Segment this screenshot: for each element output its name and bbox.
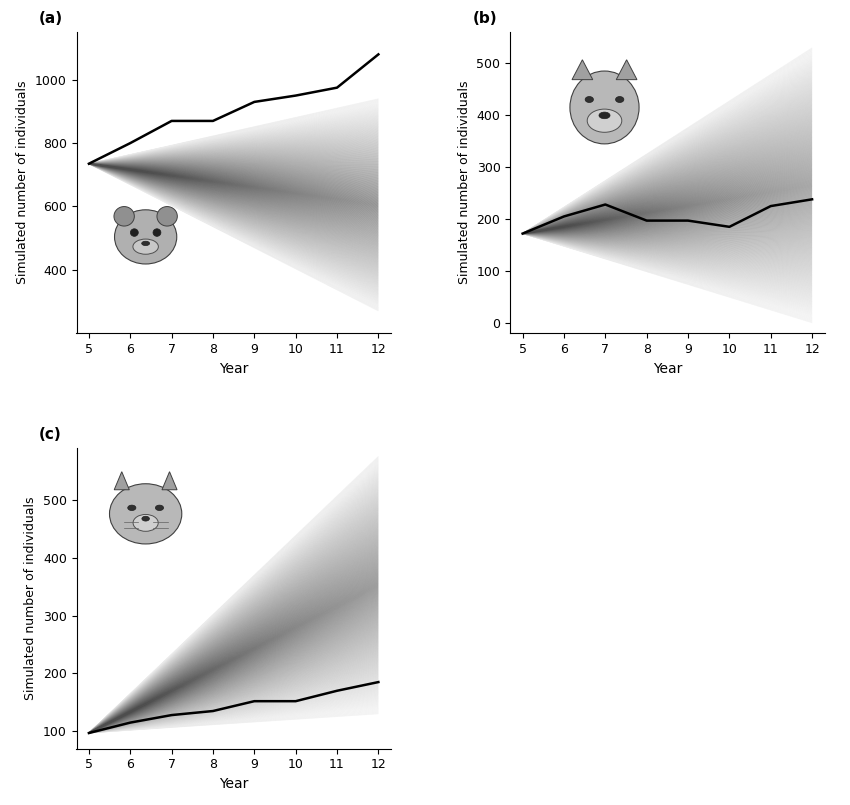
X-axis label: Year: Year xyxy=(219,777,248,791)
Ellipse shape xyxy=(110,484,182,544)
Ellipse shape xyxy=(615,97,624,102)
X-axis label: Year: Year xyxy=(653,361,682,375)
Y-axis label: Simulated number of individuals: Simulated number of individuals xyxy=(16,81,30,284)
Circle shape xyxy=(153,229,161,237)
Ellipse shape xyxy=(142,516,150,521)
Ellipse shape xyxy=(587,109,622,132)
Text: (a): (a) xyxy=(39,11,63,27)
Polygon shape xyxy=(114,472,129,489)
Circle shape xyxy=(114,207,134,226)
Polygon shape xyxy=(616,60,637,80)
Y-axis label: Simulated number of individuals: Simulated number of individuals xyxy=(24,497,37,700)
X-axis label: Year: Year xyxy=(219,361,248,375)
Ellipse shape xyxy=(133,514,158,531)
Ellipse shape xyxy=(115,210,177,264)
Ellipse shape xyxy=(599,112,610,118)
Circle shape xyxy=(130,229,139,237)
Circle shape xyxy=(157,207,178,226)
Polygon shape xyxy=(162,472,177,489)
Ellipse shape xyxy=(156,505,163,510)
Ellipse shape xyxy=(142,242,150,246)
Ellipse shape xyxy=(133,239,158,254)
Ellipse shape xyxy=(570,71,639,144)
Text: (b): (b) xyxy=(473,11,497,27)
Ellipse shape xyxy=(585,97,593,102)
Y-axis label: Simulated number of individuals: Simulated number of individuals xyxy=(458,81,471,284)
Ellipse shape xyxy=(128,505,136,510)
Polygon shape xyxy=(572,60,592,80)
Text: (c): (c) xyxy=(39,427,61,442)
